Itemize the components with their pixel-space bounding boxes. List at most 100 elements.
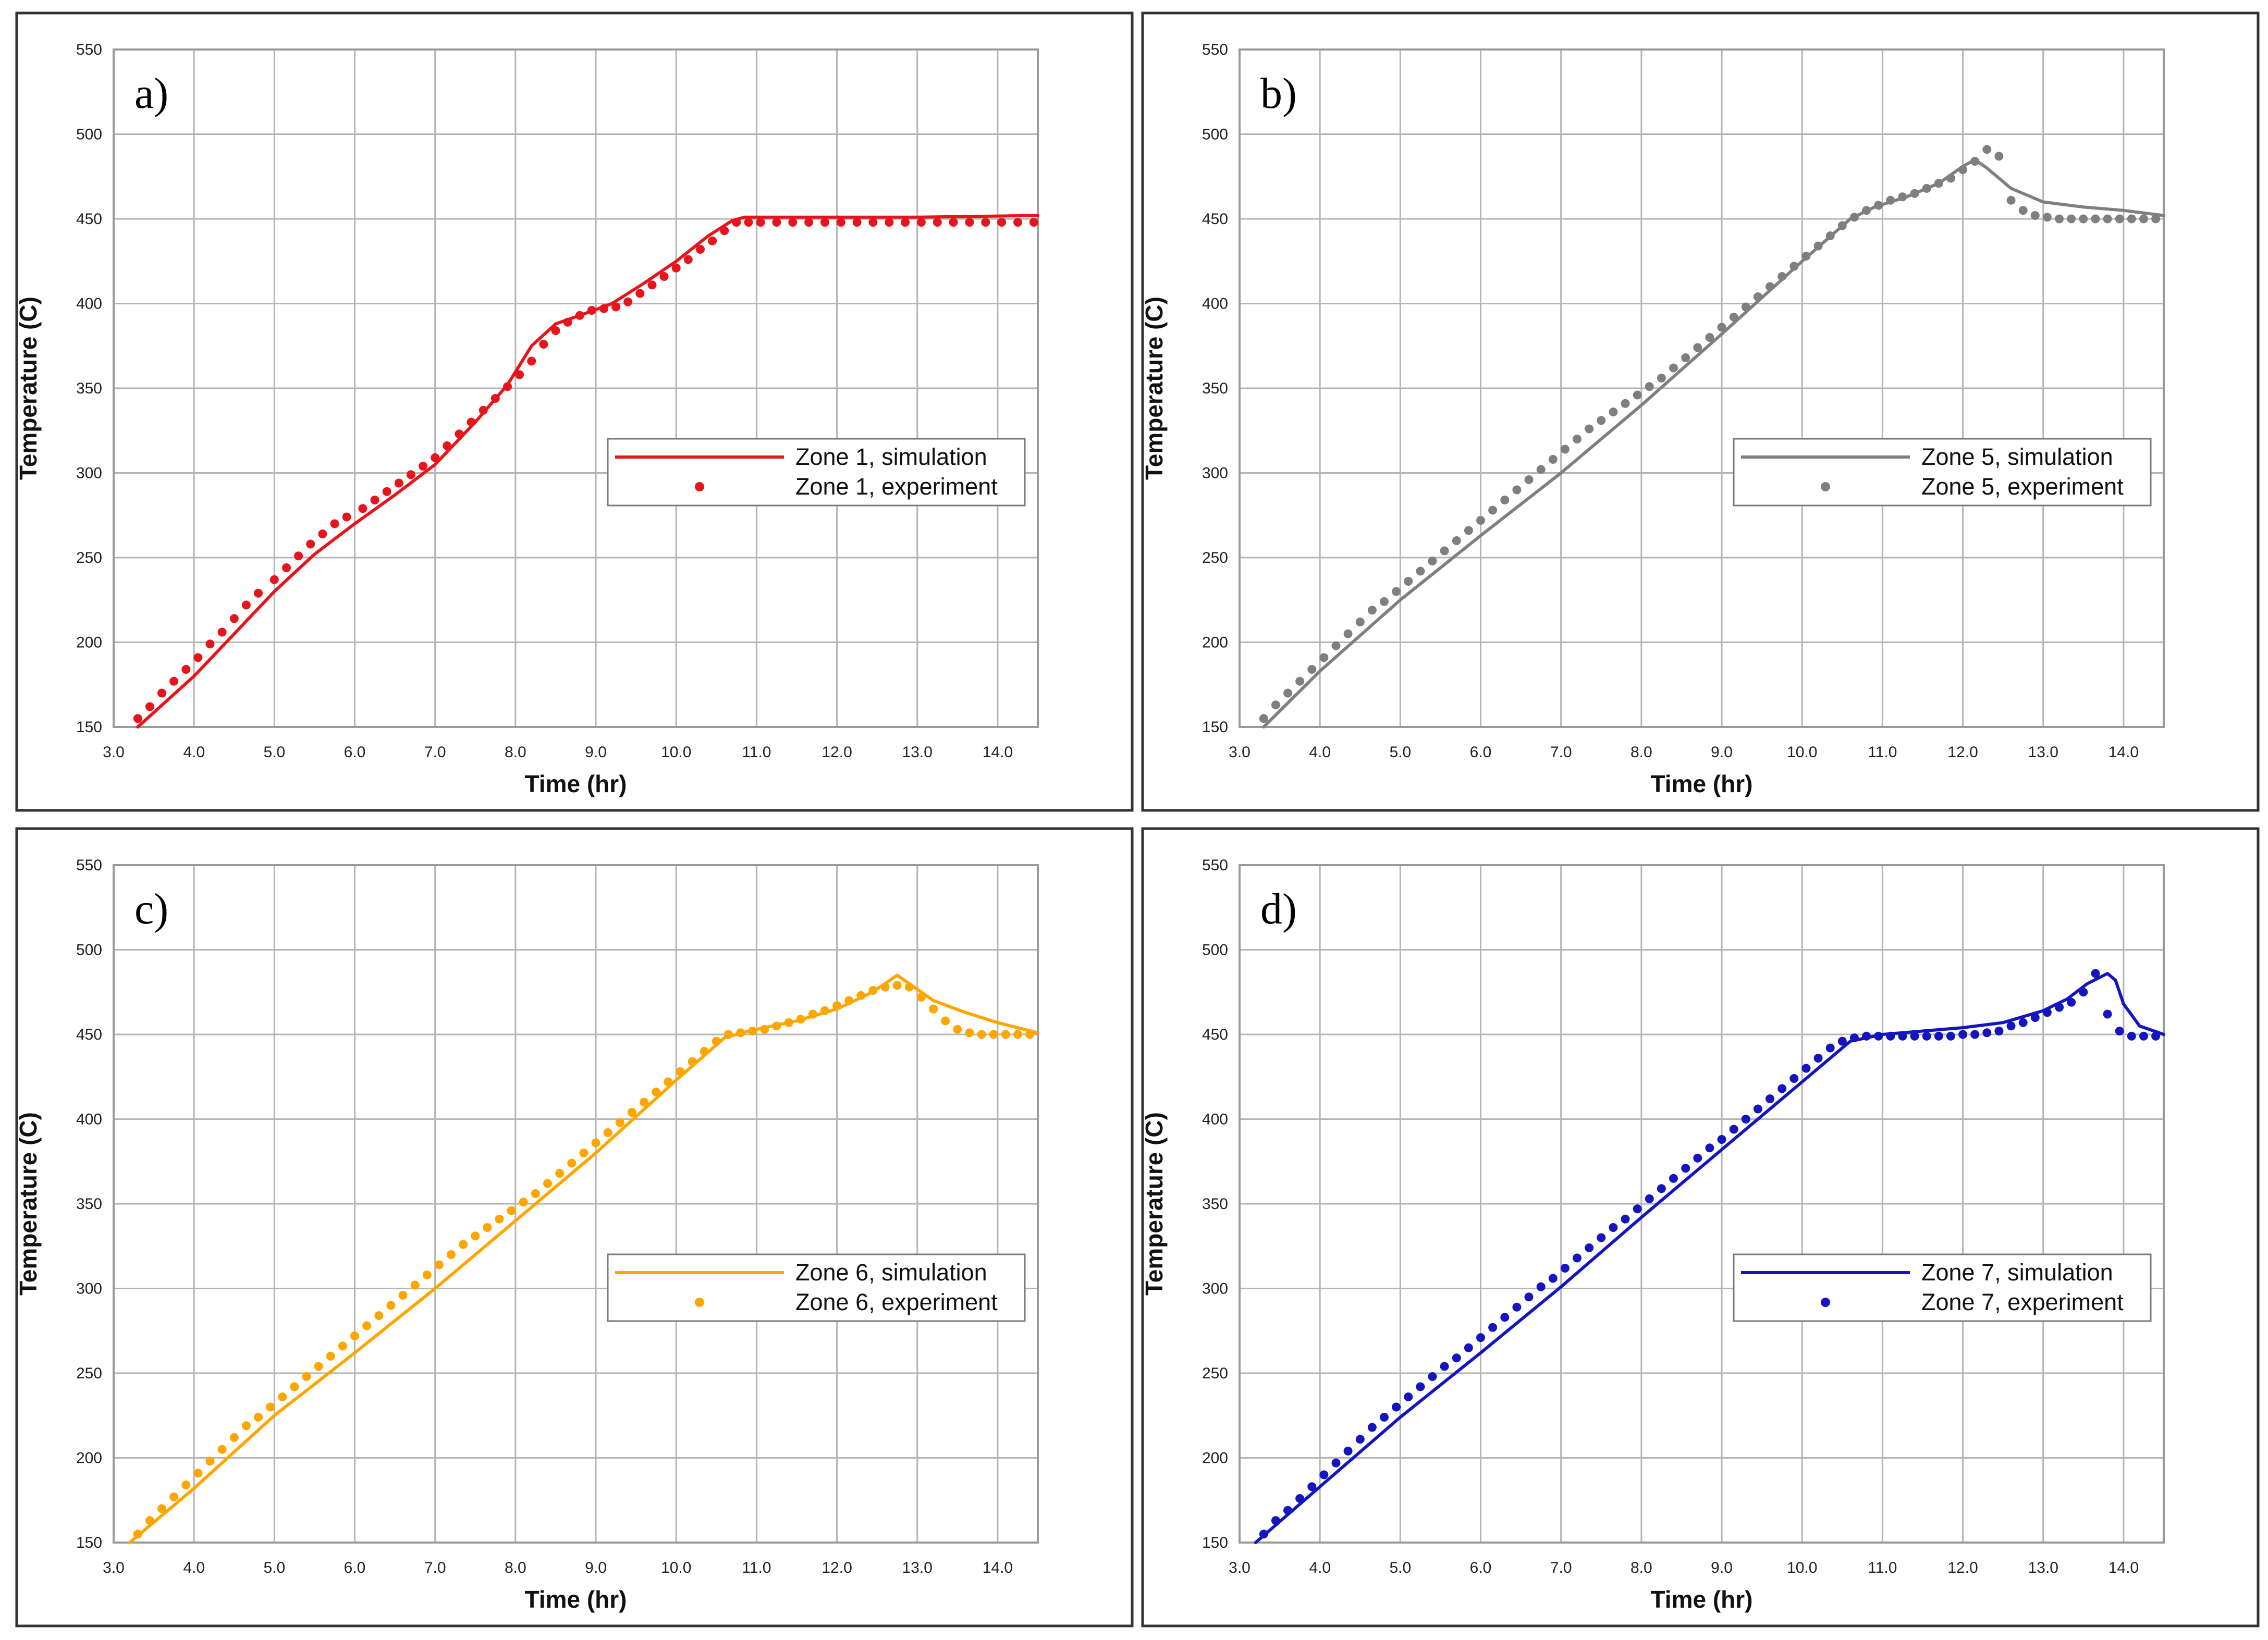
experiment-point [929, 1004, 938, 1014]
experiment-point [1464, 526, 1473, 535]
experiment-point [756, 218, 765, 227]
x-axis-label: Time (hr) [525, 1586, 627, 1613]
experiment-point [419, 462, 428, 471]
experiment-point [1416, 566, 1425, 576]
experiment-point [1488, 505, 1498, 515]
experiment-point [1994, 152, 2004, 161]
y-tick-label: 500 [76, 126, 102, 143]
y-tick-label: 550 [76, 41, 102, 58]
experiment-point [2139, 214, 2148, 224]
experiment-point [2079, 214, 2088, 224]
experiment-point [1681, 1164, 1690, 1173]
legend-label-experiment: Zone 7, experiment [1921, 1289, 2124, 1315]
y-tick-label: 550 [1202, 41, 1228, 58]
experiment-point [1331, 1458, 1341, 1468]
experiment-point [1476, 516, 1485, 525]
x-tick-label: 14.0 [983, 1559, 1013, 1576]
y-tick-label: 350 [76, 1195, 102, 1213]
legend-box [607, 1253, 1026, 1322]
experiment-point [856, 991, 866, 1000]
x-tick-label: 13.0 [2028, 744, 2058, 761]
experiment-point [1813, 1054, 1823, 1063]
experiment-point [431, 453, 440, 462]
experiment-point [1958, 165, 1968, 175]
experiment-point [181, 1481, 191, 1489]
simulation-line [1254, 972, 2165, 1544]
experiment-point [145, 1516, 154, 1525]
y-tick-label: 350 [76, 380, 102, 397]
experiment-point [398, 1291, 408, 1300]
experiment-point [443, 441, 452, 450]
x-tick-label: 5.0 [1389, 744, 1411, 761]
experiment-point [892, 981, 902, 990]
experiment-point [1380, 1413, 1389, 1422]
experiment-point [1717, 1135, 1726, 1144]
experiment-point [1013, 1030, 1022, 1039]
experiment-point [507, 1206, 516, 1215]
x-tick-label: 7.0 [424, 744, 446, 761]
legend-label-simulation: Zone 5, simulation [1921, 443, 2113, 470]
experiment-point [2018, 206, 2028, 215]
experiment-point [1367, 606, 1377, 615]
experiment-point [664, 1077, 673, 1087]
x-tick-label: 5.0 [263, 1559, 285, 1576]
experiment-point [1982, 145, 1992, 154]
experiment-point [254, 1413, 263, 1422]
experiment-point [1259, 714, 1268, 723]
experiment-point [1548, 1274, 1558, 1283]
experiment-point [1404, 577, 1413, 586]
experiment-point [1355, 618, 1365, 626]
experiment-point [563, 317, 572, 327]
experiment-point [977, 1030, 986, 1039]
experiment-point [1837, 221, 1847, 230]
experiment-point [1922, 184, 1931, 193]
x-tick-label: 11.0 [742, 744, 771, 761]
panel-label: d) [1260, 885, 1297, 933]
y-tick-label: 350 [1202, 1195, 1228, 1213]
experiment-point [531, 1189, 540, 1198]
experiment-point [266, 1402, 275, 1412]
experiment-point [623, 297, 633, 306]
experiment-point [294, 551, 303, 561]
x-tick-label: 7.0 [1550, 1559, 1572, 1576]
experiment-point [1801, 252, 1811, 261]
experiment-point [306, 539, 315, 549]
experiment-point [1849, 213, 1859, 222]
legend: Zone 5, simulation Zone 5, experiment [1733, 438, 2152, 507]
experiment-point [1524, 475, 1534, 484]
experiment-point [2067, 997, 2076, 1007]
legend-label-experiment: Zone 5, experiment [1921, 473, 2124, 500]
experiment-point [732, 218, 741, 227]
experiment-point [736, 1028, 745, 1038]
experiment-point [1001, 1030, 1010, 1039]
x-tick-label: 4.0 [183, 1559, 205, 1576]
y-tick-label: 150 [76, 719, 102, 736]
experiment-point [2079, 988, 2088, 997]
experiment-point [941, 1016, 950, 1026]
experiment-point [1585, 424, 1594, 434]
y-axis-label: Temperature (C) [1141, 1112, 1168, 1296]
experiment-point [241, 1421, 251, 1431]
experiment-point [599, 304, 608, 313]
experiment-point [1609, 408, 1618, 416]
experiment-point [1693, 1153, 1702, 1163]
experiment-point [1693, 343, 1702, 352]
experiment-point [1934, 179, 1943, 188]
experiment-point [772, 1021, 781, 1031]
experiment-point [1970, 157, 1980, 166]
experiment-point [2030, 1013, 2040, 1022]
experiment-point [2042, 1008, 2052, 1017]
experiment-point [205, 639, 215, 649]
experiment-point [133, 1530, 142, 1539]
y-tick-label: 150 [1202, 719, 1228, 736]
experiment-point [330, 519, 339, 528]
experiment-point [1669, 363, 1678, 373]
experiment-point [1645, 382, 1654, 391]
legend-label-simulation: Zone 1, simulation [795, 443, 987, 470]
experiment-point [1029, 218, 1038, 227]
experiment-point [2139, 1031, 2148, 1041]
experiment-point [760, 1025, 769, 1034]
experiment-point [278, 1392, 287, 1401]
experiment-point [471, 1231, 480, 1241]
x-tick-label: 11.0 [1868, 744, 1897, 761]
